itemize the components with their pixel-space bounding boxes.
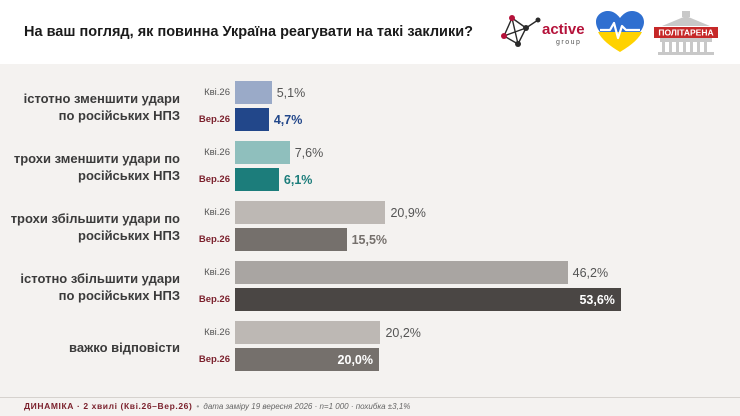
bar — [235, 168, 279, 191]
page-title: На ваш погляд, як повинна Україна реагув… — [24, 24, 473, 40]
footer-meta: дата заміру 19 вересня 2026 · n=1 000 · … — [203, 402, 411, 411]
header: На ваш погляд, як повинна Україна реагув… — [0, 0, 740, 64]
active-group-logo: active group — [501, 15, 585, 47]
data-label: 53,6% — [579, 293, 615, 307]
bar — [235, 108, 269, 131]
period-label: Вер.26 — [198, 114, 230, 125]
data-label: 15,5% — [351, 233, 388, 247]
data-label: 46,2% — [572, 266, 609, 280]
data-label: 6,1% — [283, 173, 313, 187]
data-label: 20,2% — [385, 326, 421, 340]
bar — [235, 321, 381, 344]
period-label: Вер.26 — [198, 354, 230, 365]
category-label: істотно збільшити удари по російських НПЗ — [20, 271, 180, 303]
period-label: Кві.26 — [204, 327, 230, 338]
svg-text:ПОЛІТАРЕНА: ПОЛІТАРЕНА — [658, 28, 713, 38]
ukraine-heart-logo — [596, 11, 644, 52]
bar — [235, 201, 386, 224]
bar — [235, 141, 290, 164]
svg-text:group: group — [556, 39, 581, 46]
data-label: 5,1% — [276, 86, 306, 100]
bar — [235, 261, 568, 284]
period-label: Кві.26 — [204, 207, 230, 218]
period-label: Кві.26 — [204, 87, 230, 98]
bar — [235, 81, 272, 104]
footer: ДИНАМІКА · 2 хвилі (Кві.26–Вер.26) • дата … — [24, 401, 410, 411]
bar-chart: істотно зменшити удари по російських НПЗ К… — [0, 64, 740, 394]
period-label: Вер.26 — [198, 294, 230, 305]
svg-text:active: active — [542, 21, 585, 38]
data-label: 4,7% — [273, 113, 303, 127]
period-label: Вер.26 — [198, 174, 230, 185]
category-label: трохи збільшити удари по російських НПЗ — [10, 211, 180, 243]
bar — [235, 348, 379, 371]
data-label: 7,6% — [294, 146, 324, 160]
period-label: Кві.26 — [204, 147, 230, 158]
category-label: істотно зменшити удари по російських НПЗ — [23, 91, 180, 123]
data-label: 20,9% — [390, 206, 426, 220]
politarena-logo: ПОЛІТАРЕНА — [654, 11, 718, 55]
period-label: Вер.26 — [198, 234, 230, 245]
period-label: Кві.26 — [204, 267, 230, 278]
footer-separator: • — [196, 401, 200, 411]
data-label: 20,0% — [337, 353, 373, 367]
footer-dynamics: ДИНАМІКА · 2 хвилі (Кві.26–Вер.26) — [24, 401, 193, 411]
category-label: важко відповісти — [69, 339, 180, 355]
footer-divider — [0, 397, 740, 398]
bar — [235, 288, 621, 311]
category-label: трохи зменшити удари по російських НПЗ — [13, 151, 180, 183]
bar — [235, 228, 347, 251]
